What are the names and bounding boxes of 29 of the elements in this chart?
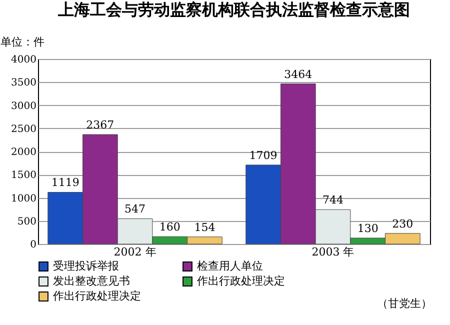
- y-tick-label: 2500: [11, 124, 36, 135]
- y-tick-label: 2000: [11, 147, 36, 158]
- y-tick-label: 1000: [11, 193, 36, 204]
- data-label: 744: [322, 194, 344, 207]
- data-label: 230: [392, 217, 414, 230]
- y-tick-label: 3500: [11, 78, 36, 89]
- y-tick-label: 1500: [11, 170, 36, 182]
- legend-label: 作出行政处理决定: [196, 274, 285, 288]
- x-tick-label: 2003 年: [312, 246, 354, 258]
- data-label: 160: [159, 220, 180, 234]
- data-label: 3464: [284, 68, 312, 81]
- data-label: 154: [194, 220, 216, 234]
- text: （甘党生）: [377, 296, 432, 311]
- data-label: 130: [357, 222, 378, 235]
- legend-label: 发出整改意见书: [53, 274, 130, 288]
- data-label: 2367: [86, 118, 114, 132]
- legend-label: 作出行政处理决定: [52, 290, 141, 302]
- y-tick-label: 0: [30, 240, 36, 250]
- data-label: 547: [124, 202, 146, 216]
- legend-label: 检查用人单位: [197, 260, 263, 273]
- y-tick-label: 3000: [11, 100, 36, 112]
- data-label: 1709: [249, 148, 278, 162]
- data-label: 1119: [51, 176, 80, 190]
- x-tick-label: 2002 年: [114, 246, 156, 258]
- y-tick-label: 500: [17, 216, 36, 228]
- y-axis-title: 单位：件: [0, 36, 44, 48]
- y-tick-label: 4000: [11, 54, 36, 66]
- legend-label: 受理投诉举报: [53, 260, 119, 273]
- chart-title: 上海工会与劳动监察机构联合执法监督检查示意图: [57, 0, 410, 19]
